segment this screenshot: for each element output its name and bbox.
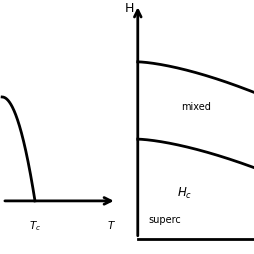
- Text: $H_c$: $H_c$: [177, 186, 193, 201]
- Text: mixed: mixed: [181, 102, 211, 112]
- Text: $T$: $T$: [107, 219, 116, 231]
- Text: H: H: [125, 2, 135, 15]
- Text: $T_c$: $T_c$: [29, 219, 41, 233]
- Text: superc: superc: [148, 215, 181, 225]
